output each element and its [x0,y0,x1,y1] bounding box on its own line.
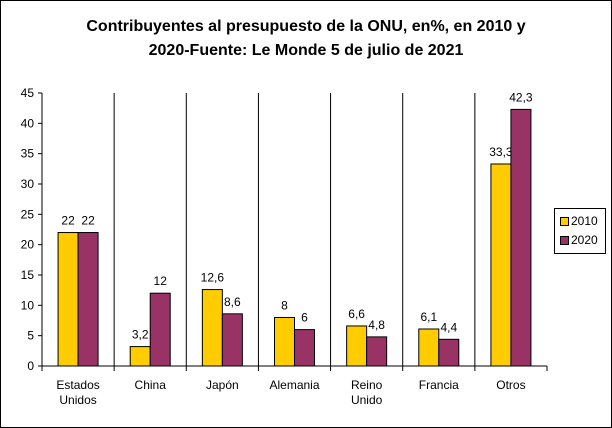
y-tick-label: 35 [21,147,35,161]
data-label-2020: 42,3 [509,90,533,104]
data-label-2020: 6 [301,311,308,325]
legend-label-2020: 2020 [571,233,598,247]
data-label-2010: 12,6 [201,271,225,285]
bar-2010 [129,346,151,367]
data-label-2020: 22 [81,214,95,228]
data-label-2010: 6,6 [348,307,365,321]
x-tick-label: Japón [206,378,239,392]
bar-2020 [438,338,460,367]
x-tick-label: China [135,378,167,392]
bar-2010 [418,328,440,367]
bar-2020 [510,108,532,367]
data-label-2010: 33,3 [489,145,513,159]
x-tick-label: Reino [351,378,383,392]
bar-2020 [294,329,315,367]
chart-title-line-1: Contribuyentes al presupuesto de la ONU,… [86,18,526,35]
bar-2020 [366,336,388,367]
y-tick-label: 30 [21,177,35,191]
data-label-2020: 12 [154,274,168,288]
legend-label-2010: 2010 [571,214,598,228]
x-tick-label: Otros [496,378,525,392]
bar-2010 [490,163,512,367]
legend-swatch-2020 [560,236,569,245]
bar-2010 [346,325,368,367]
bar-2010 [274,316,295,367]
chart-title: Contribuyentes al presupuesto de la ONU,… [1,15,611,63]
y-tick-label: 40 [21,116,35,130]
y-tick-label: 20 [21,238,35,252]
bar-2010 [57,232,79,367]
chart-title-line-2: 2020-Fuente: Le Monde 5 de julio de 2021 [148,42,464,59]
x-tick-label: Unido [351,393,383,407]
x-tick-label: Alemania [269,378,319,392]
bar-2010 [201,289,223,367]
y-tick-label: 15 [21,268,35,282]
x-tick-label: Francia [419,378,459,392]
legend-swatch-2010 [560,217,569,226]
legend: 2010 2020 [554,208,606,254]
x-tick-label: Estados [56,378,99,392]
data-label-2020: 4,8 [368,318,385,332]
y-tick-label: 0 [27,359,34,373]
data-label-2010: 8 [281,298,288,312]
y-tick-label: 5 [27,329,34,343]
data-label-2020: 8,6 [224,295,241,309]
data-label-2010: 6,1 [420,310,437,324]
bar-2020 [149,292,171,367]
y-tick-label: 45 [21,86,35,100]
data-label-2010: 22 [61,214,75,228]
x-tick-label: Unidos [59,393,96,407]
data-label-2020: 4,4 [440,320,457,334]
y-tick-label: 25 [21,207,35,221]
y-tick-label: 10 [21,298,35,312]
bar-2020 [221,313,243,367]
data-label-2010: 3,2 [132,328,149,342]
bar-2020 [77,232,99,367]
